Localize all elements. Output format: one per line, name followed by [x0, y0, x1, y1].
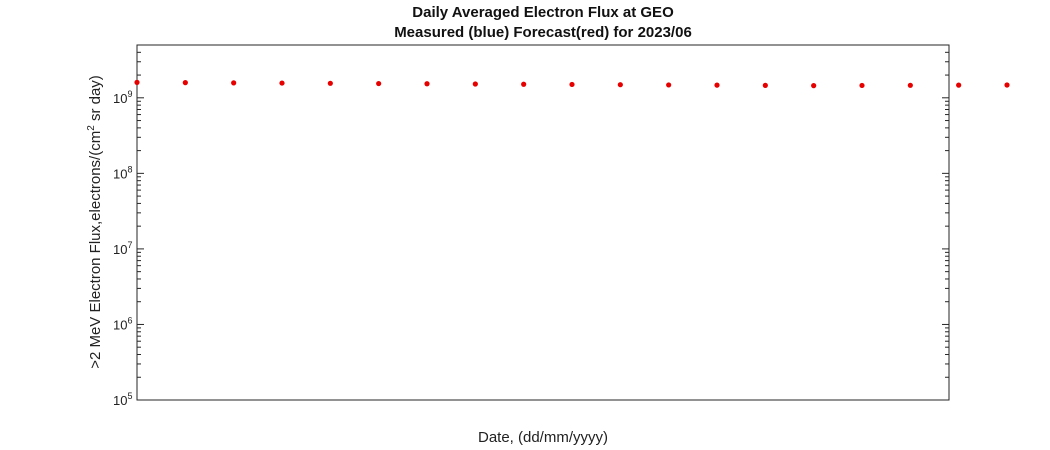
data-point [811, 83, 817, 89]
data-point [569, 81, 575, 88]
data-points [134, 79, 1010, 89]
y-tick-label: 108 [113, 164, 132, 181]
data-point [231, 80, 237, 86]
data-point [617, 82, 623, 88]
data-point [376, 80, 382, 87]
data-point [956, 82, 962, 88]
y-tick-label-base: 10 [113, 393, 127, 408]
y-tick-label-exponent: 5 [127, 391, 132, 401]
y-tick-label-base: 10 [113, 242, 127, 257]
data-point [1004, 82, 1010, 88]
y-axis-label-end: sr day) [87, 75, 104, 125]
x-axis-label: Date, (dd/mm/yyyy) [478, 429, 608, 446]
data-point [424, 81, 430, 87]
data-point [134, 79, 140, 85]
y-tick-label-base: 10 [113, 317, 127, 332]
data-point [907, 82, 913, 88]
y-axis-label: >2 MeV Electron Flux,electrons/(cm2 sr d… [86, 75, 104, 369]
y-tick-label-exponent: 6 [127, 315, 132, 325]
y-tick-label: 105 [113, 391, 132, 408]
chart-title: Daily Averaged Electron Flux at GEO [412, 4, 674, 21]
y-tick-label: 109 [113, 89, 132, 106]
data-point [182, 80, 188, 86]
data-point [714, 82, 720, 88]
y-tick-label-base: 10 [113, 166, 127, 181]
y-axis-label-main: >2 MeV Electron Flux,electrons/(cm [87, 131, 104, 369]
data-point [521, 81, 527, 87]
chart-subtitle: Measured (blue) Forecast(red) for 2023/0… [394, 24, 692, 41]
y-tick-label: 106 [113, 315, 132, 332]
data-point [327, 80, 333, 86]
y-tick-label-exponent: 8 [127, 164, 132, 174]
plot-area [136, 44, 950, 401]
data-point [762, 82, 768, 88]
y-tick-label-exponent: 7 [127, 240, 132, 250]
data-point [472, 81, 478, 87]
data-point [666, 82, 672, 88]
y-axis-label-superscript: 2 [86, 125, 97, 131]
y-tick-label-exponent: 9 [127, 89, 132, 99]
data-point [859, 82, 865, 89]
y-tick-label: 107 [113, 240, 132, 257]
y-tick-label-base: 10 [113, 91, 127, 106]
data-point [279, 80, 285, 86]
